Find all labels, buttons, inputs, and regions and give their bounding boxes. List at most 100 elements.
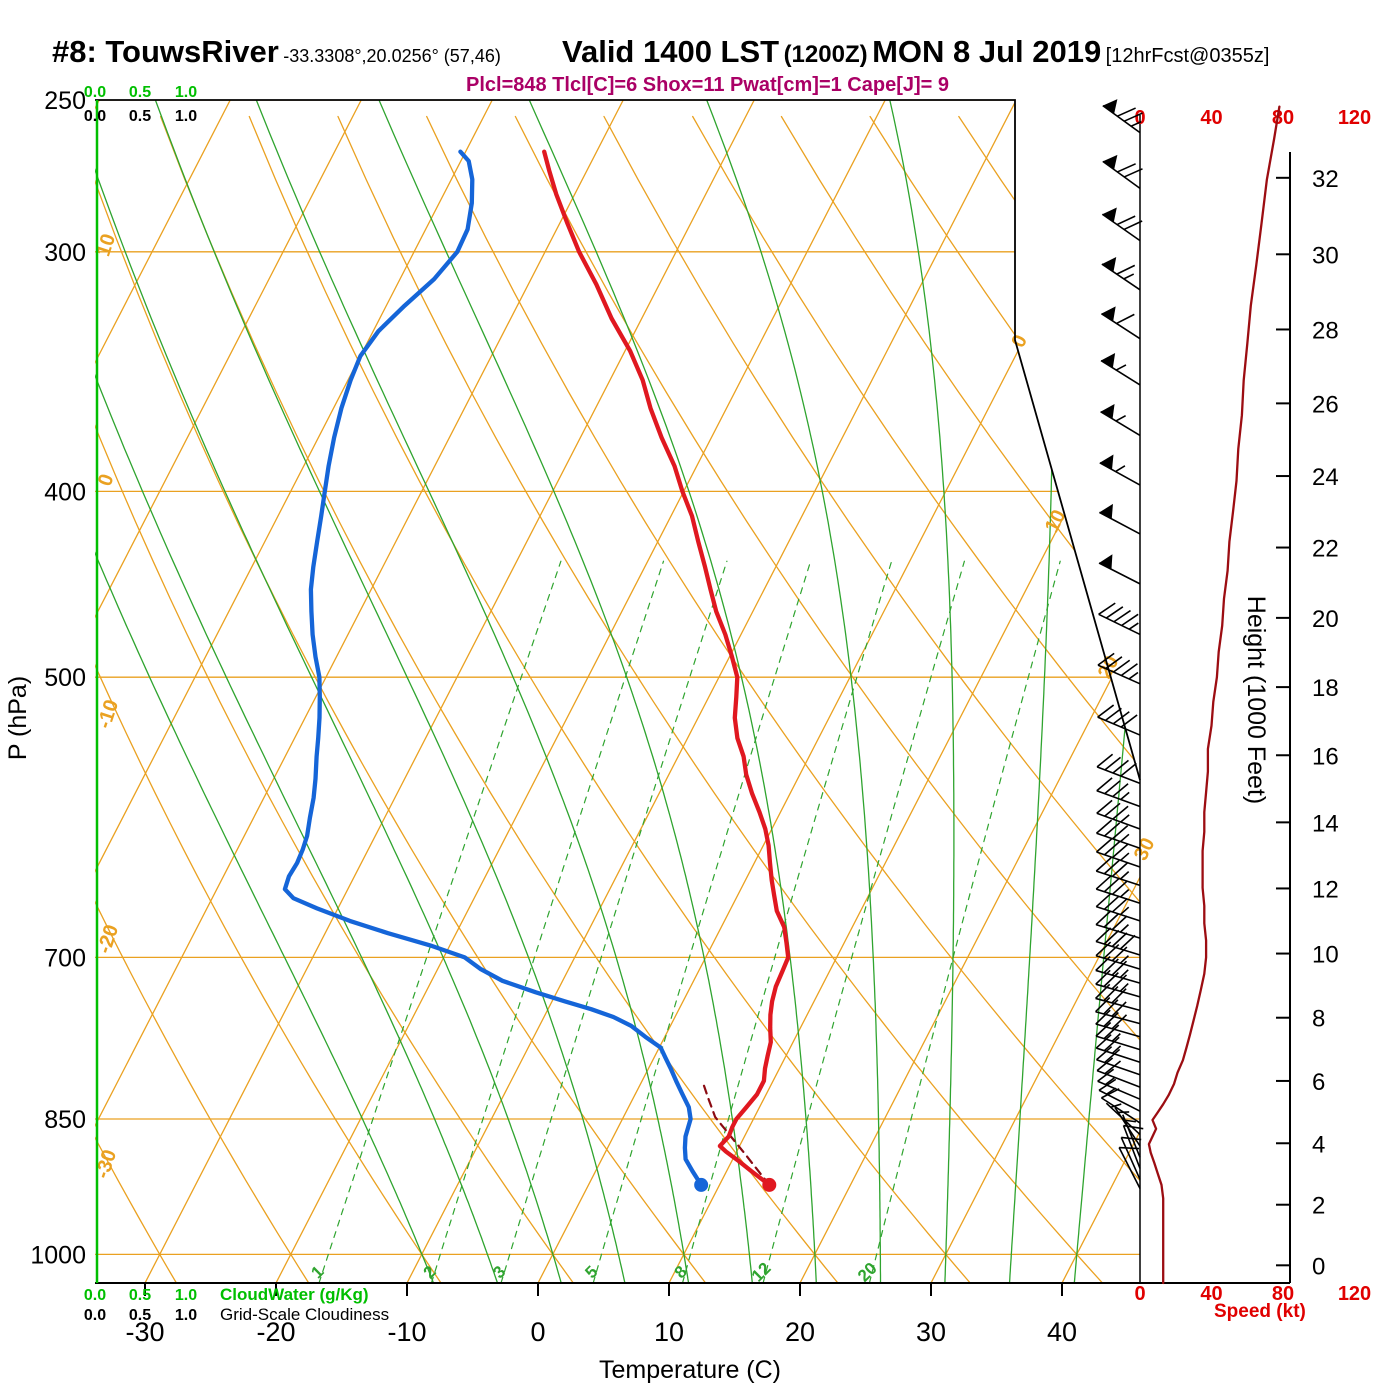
svg-text:10: 10 bbox=[1312, 942, 1339, 969]
wind-barb bbox=[1122, 1124, 1144, 1169]
dry-adiabats bbox=[95, 115, 1140, 1283]
svg-text:80: 80 bbox=[1272, 1283, 1294, 1305]
svg-text:0.0: 0.0 bbox=[84, 1307, 106, 1324]
svg-text:30: 30 bbox=[916, 1317, 946, 1347]
svg-text:40: 40 bbox=[1200, 1283, 1222, 1305]
gridscale-legend: Grid-Scale Cloudiness bbox=[220, 1305, 389, 1324]
svg-text:0.5: 0.5 bbox=[129, 1307, 151, 1324]
svg-text:6: 6 bbox=[1312, 1069, 1325, 1096]
cloud-scales: 0.0 0.5 1.0 0.0 0.5 1.0 0.0 0.5 1.0 0.0 0.5 1.0 bbox=[84, 84, 197, 1324]
isotherms bbox=[95, 100, 1140, 1283]
wind-barb bbox=[1096, 753, 1141, 785]
station-coords: -33.3308°,20.0256° (57,46) bbox=[283, 46, 501, 66]
generated-chart-layers: 1 2 3 5 8 12 200102030100-10-20-30250300400500… bbox=[30, 84, 1371, 1347]
chart-title-right: Valid 1400 LST (1200Z) MON 8 Jul 2019 [1… bbox=[562, 34, 1269, 70]
wind-barb bbox=[1095, 983, 1141, 1012]
svg-text:1: 1 bbox=[307, 1262, 327, 1282]
wind-barb bbox=[1095, 1034, 1141, 1064]
wind-barb bbox=[1095, 892, 1141, 922]
svg-text:0: 0 bbox=[1312, 1253, 1325, 1280]
svg-text:2: 2 bbox=[1312, 1193, 1325, 1220]
svg-text:3: 3 bbox=[489, 1262, 509, 1282]
wind-barb bbox=[1101, 257, 1141, 291]
surface-dewpoint-dot bbox=[694, 1177, 709, 1192]
forecast-tag: [12hrFcst@0355z] bbox=[1105, 45, 1270, 67]
svg-text:30: 30 bbox=[1130, 834, 1160, 864]
wind-barb bbox=[1102, 154, 1143, 190]
wind-barb bbox=[1095, 819, 1141, 849]
svg-text:0: 0 bbox=[1134, 107, 1145, 129]
svg-text:40: 40 bbox=[1047, 1317, 1077, 1347]
wind-barb bbox=[1099, 454, 1141, 486]
valid-time: Valid 1400 LST bbox=[562, 34, 780, 69]
dewpoint-curve bbox=[282, 149, 704, 1188]
wind-barb bbox=[1099, 503, 1141, 535]
wind-barb bbox=[1098, 602, 1141, 636]
svg-text:16: 16 bbox=[1312, 743, 1339, 770]
height-axis-title: Height (1000 Feet) bbox=[1242, 596, 1270, 804]
svg-text:32: 32 bbox=[1312, 166, 1339, 193]
mixing-ratio-labels: 1 2 3 5 8 12 20 bbox=[307, 1259, 880, 1286]
svg-text:40: 40 bbox=[1200, 107, 1222, 129]
wind-barb bbox=[1120, 1136, 1142, 1180]
wind-barb bbox=[1100, 306, 1141, 340]
wind-barb bbox=[1095, 1021, 1141, 1051]
svg-text:1.0: 1.0 bbox=[175, 1287, 197, 1304]
svg-text:8: 8 bbox=[1312, 1006, 1325, 1033]
station-title: #8: TouwsRiver bbox=[52, 34, 279, 69]
svg-text:500: 500 bbox=[44, 664, 86, 692]
temperature-tick-labels: -30 -20 -10 0 10 20 30 40 bbox=[125, 1283, 1077, 1347]
temperature-axis-title: Temperature (C) bbox=[599, 1356, 781, 1384]
wind-barb bbox=[1102, 99, 1143, 134]
wind-barb bbox=[1095, 1009, 1141, 1038]
svg-text:4: 4 bbox=[1312, 1131, 1325, 1158]
svg-text:120: 120 bbox=[1338, 107, 1371, 129]
svg-text:14: 14 bbox=[1312, 810, 1339, 837]
svg-text:24: 24 bbox=[1312, 464, 1339, 491]
plot-frame bbox=[95, 99, 1291, 1284]
wind-barb bbox=[1095, 1046, 1141, 1076]
wind-barb bbox=[1098, 1078, 1141, 1112]
wind-barb bbox=[1097, 704, 1141, 736]
isobars bbox=[95, 100, 1140, 1256]
wind-barb bbox=[1097, 652, 1141, 685]
valid-date: MON 8 Jul 2019 bbox=[872, 34, 1102, 69]
svg-text:28: 28 bbox=[1312, 317, 1339, 344]
svg-text:10: 10 bbox=[654, 1317, 684, 1347]
svg-text:0: 0 bbox=[530, 1317, 545, 1347]
svg-text:22: 22 bbox=[1312, 536, 1339, 563]
svg-text:5: 5 bbox=[581, 1262, 601, 1282]
sounding-curves bbox=[282, 149, 791, 1192]
temperature-curve bbox=[542, 149, 791, 1188]
pressure-tick-labels: 250 300 400 500 700 850 1000 bbox=[30, 87, 86, 1269]
wind-barb bbox=[1095, 927, 1141, 956]
wind-barb bbox=[1095, 910, 1141, 939]
wind-barb bbox=[1096, 1057, 1141, 1088]
svg-text:0.0: 0.0 bbox=[84, 108, 106, 125]
svg-text:1.0: 1.0 bbox=[175, 108, 197, 125]
svg-text:20: 20 bbox=[854, 1259, 881, 1286]
cloudwater-legend: CloudWater (g/Kg) bbox=[220, 1285, 369, 1304]
svg-text:0.5: 0.5 bbox=[129, 1287, 151, 1304]
svg-text:0.5: 0.5 bbox=[129, 84, 151, 101]
svg-text:1.0: 1.0 bbox=[175, 1307, 197, 1324]
wind-barb bbox=[1095, 997, 1141, 1025]
wind-barb bbox=[1118, 1146, 1141, 1189]
wind-barb bbox=[1095, 969, 1141, 998]
svg-text:0.0: 0.0 bbox=[84, 84, 106, 101]
wind-barb bbox=[1095, 857, 1141, 887]
moist-adiabats bbox=[95, 100, 1140, 1283]
wind-barb bbox=[1100, 1088, 1141, 1124]
stability-params: Plcl=848 Tlcl[C]=6 Shox=11 Pwat[cm]=1 Ca… bbox=[466, 74, 950, 96]
wind-barb bbox=[1101, 207, 1143, 242]
svg-text:0.5: 0.5 bbox=[129, 108, 151, 125]
wind-barb bbox=[1096, 777, 1141, 808]
wind-barb bbox=[1095, 941, 1141, 970]
svg-text:120: 120 bbox=[1338, 1283, 1371, 1305]
surface-temp-dot bbox=[762, 1177, 777, 1192]
parcel-path bbox=[702, 1082, 771, 1187]
wind-barb bbox=[1095, 838, 1141, 868]
